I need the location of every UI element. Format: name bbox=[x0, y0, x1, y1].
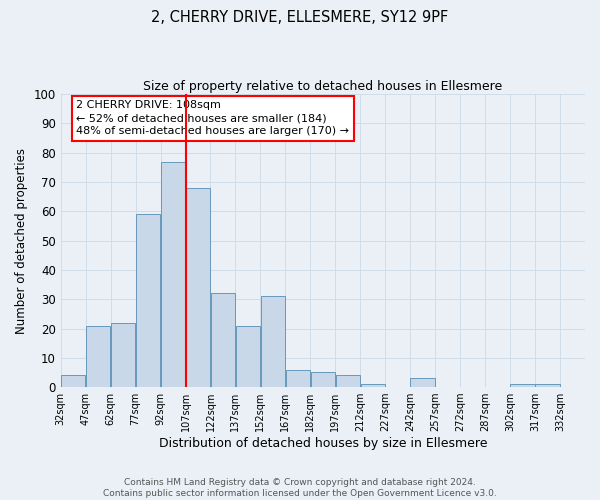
Bar bbox=[186, 188, 210, 387]
Bar bbox=[260, 296, 285, 387]
Bar bbox=[535, 384, 560, 387]
Text: 2, CHERRY DRIVE, ELLESMERE, SY12 9PF: 2, CHERRY DRIVE, ELLESMERE, SY12 9PF bbox=[151, 10, 449, 25]
Bar bbox=[311, 372, 335, 387]
Bar bbox=[335, 376, 360, 387]
Bar bbox=[211, 294, 235, 387]
Y-axis label: Number of detached properties: Number of detached properties bbox=[15, 148, 28, 334]
Bar bbox=[286, 370, 310, 387]
X-axis label: Distribution of detached houses by size in Ellesmere: Distribution of detached houses by size … bbox=[158, 437, 487, 450]
Bar bbox=[161, 162, 185, 387]
Text: 2 CHERRY DRIVE: 108sqm
← 52% of detached houses are smaller (184)
48% of semi-de: 2 CHERRY DRIVE: 108sqm ← 52% of detached… bbox=[76, 100, 349, 136]
Bar bbox=[111, 322, 136, 387]
Bar bbox=[236, 326, 260, 387]
Title: Size of property relative to detached houses in Ellesmere: Size of property relative to detached ho… bbox=[143, 80, 502, 93]
Bar bbox=[61, 376, 85, 387]
Bar bbox=[410, 378, 435, 387]
Bar bbox=[136, 214, 160, 387]
Bar bbox=[511, 384, 535, 387]
Bar bbox=[86, 326, 110, 387]
Bar bbox=[361, 384, 385, 387]
Text: Contains HM Land Registry data © Crown copyright and database right 2024.
Contai: Contains HM Land Registry data © Crown c… bbox=[103, 478, 497, 498]
